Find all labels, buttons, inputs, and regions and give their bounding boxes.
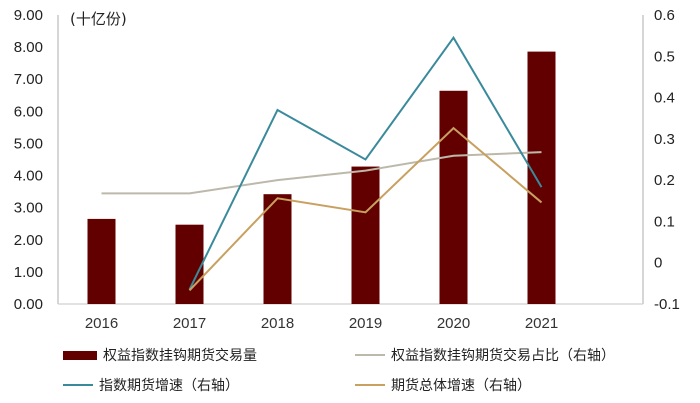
right-axis-tick: 0.2: [654, 172, 675, 189]
right-axis-tick: 0.1: [654, 213, 675, 230]
legend-item-share: 权益指数挂钩期货交易占比（右轴）: [355, 345, 615, 365]
right-axis-tick: 0: [654, 255, 662, 272]
legend-swatch-line: [355, 354, 385, 356]
x-axis-tick: 2019: [349, 315, 382, 332]
right-axis-tick: 0.6: [654, 7, 675, 24]
bar-series: [87, 51, 556, 305]
right-axis-tick: -0.1: [654, 296, 680, 313]
bar: [175, 224, 204, 304]
left-axis-tick: 9.00: [14, 7, 43, 24]
legend-label: 权益指数挂钩期货交易量: [103, 348, 257, 364]
left-axis-tick: 5.00: [14, 135, 43, 152]
x-axis-tick: 2020: [437, 315, 470, 332]
right-axis-ticks: -0.1 0 0.1 0.2 0.3 0.4 0.5 0.6: [654, 7, 680, 313]
legend-item-volume: 权益指数挂钩期货交易量: [63, 345, 257, 365]
left-axis-tick: 3.00: [14, 200, 43, 217]
line-series-path: [101, 151, 542, 195]
right-axis-tick: 0.4: [654, 90, 675, 107]
legend-swatch-line: [355, 384, 385, 386]
legend-item-total-growth: 期货总体增速（右轴）: [355, 375, 531, 395]
bar: [527, 51, 556, 305]
legend-label: 权益指数挂钩期货交易占比（右轴）: [391, 348, 615, 364]
line-series-path: [188, 126, 543, 292]
x-axis-tick: 2017: [173, 315, 206, 332]
line-series: [101, 35, 543, 292]
line-series-path: [188, 35, 543, 290]
legend-swatch-line: [63, 384, 93, 386]
left-axis-tick: 1.00: [14, 264, 43, 281]
legend-label: 指数期货增速（右轴）: [99, 378, 239, 394]
left-axis-tick: 6.00: [14, 103, 43, 120]
x-axis-tick: 2021: [525, 315, 558, 332]
bar: [439, 90, 468, 304]
left-axis-ticks: 0.00 1.00 2.00 3.00 4.00 5.00 6.00 7.00 8.00 9.00: [14, 7, 43, 313]
right-axis-tick: 0.5: [654, 48, 675, 65]
unit-label: (十亿份): [70, 10, 127, 28]
x-axis-tick: 2018: [261, 315, 294, 332]
left-axis-tick: 2.00: [14, 232, 43, 249]
legend-swatch-bar: [63, 350, 97, 360]
bar: [87, 218, 116, 304]
legend-item-index-growth: 指数期货增速（右轴）: [63, 375, 239, 395]
x-axis-ticks: 2016 2017 2018 2019 2020 2021: [85, 315, 558, 332]
left-axis-tick: 4.00: [14, 168, 43, 185]
left-axis-tick: 7.00: [14, 71, 43, 88]
bar: [351, 166, 380, 304]
left-axis-tick: 8.00: [14, 39, 43, 56]
right-axis-tick: 0.3: [654, 131, 675, 148]
legend-label: 期货总体增速（右轴）: [391, 378, 531, 394]
bar: [263, 194, 292, 304]
x-axis-tick: 2016: [85, 315, 118, 332]
left-axis-tick: 0.00: [14, 296, 43, 313]
